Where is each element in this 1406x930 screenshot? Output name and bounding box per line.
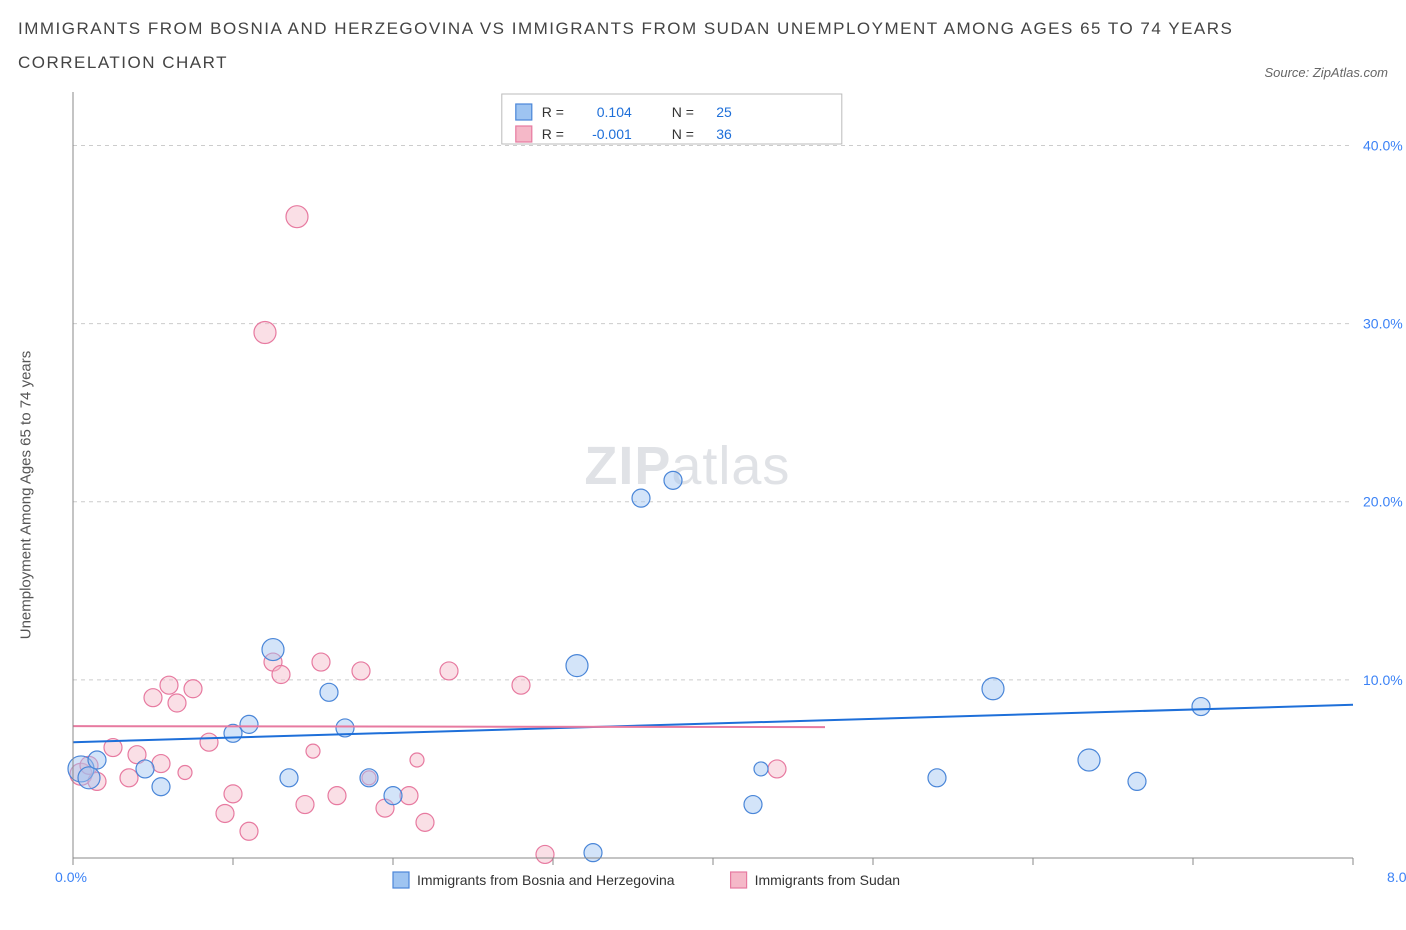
y-tick-label: 40.0%	[1363, 137, 1403, 153]
x-tick-label: 0.0%	[55, 869, 87, 885]
data-point	[152, 755, 170, 773]
data-point	[272, 666, 290, 684]
data-point	[416, 813, 434, 831]
data-point	[744, 796, 762, 814]
legend-n-label: N =	[672, 126, 694, 142]
data-point	[352, 662, 370, 680]
data-point	[632, 489, 650, 507]
legend-n-value: 36	[716, 126, 732, 142]
legend-swatch	[516, 126, 532, 142]
y-tick-label: 10.0%	[1363, 672, 1403, 688]
data-point	[1128, 772, 1146, 790]
legend-swatch	[516, 104, 532, 120]
data-point	[982, 678, 1004, 700]
watermark: ZIPatlas	[584, 436, 790, 496]
title-line-2: CORRELATION CHART	[18, 53, 228, 72]
data-point	[754, 762, 768, 776]
legend-swatch	[731, 872, 747, 888]
y-tick-label: 20.0%	[1363, 494, 1403, 510]
data-point	[120, 769, 138, 787]
title-line-1: IMMIGRANTS FROM BOSNIA AND HERZEGOVINA V…	[18, 19, 1233, 38]
y-tick-label: 30.0%	[1363, 316, 1403, 332]
data-point	[1192, 698, 1210, 716]
data-point	[254, 321, 276, 343]
chart-title: IMMIGRANTS FROM BOSNIA AND HERZEGOVINA V…	[18, 12, 1233, 80]
data-point	[224, 785, 242, 803]
data-point	[320, 683, 338, 701]
chart-container: Unemployment Among Ages 65 to 74 years 1…	[18, 92, 1388, 898]
data-point	[400, 787, 418, 805]
data-point	[184, 680, 202, 698]
data-point	[410, 753, 424, 767]
data-point	[280, 769, 298, 787]
y-axis-title: Unemployment Among Ages 65 to 74 years	[18, 351, 35, 640]
data-point	[664, 471, 682, 489]
data-point	[328, 787, 346, 805]
data-point	[160, 676, 178, 694]
legend-r-label: R =	[542, 126, 564, 142]
trend-line	[73, 726, 825, 727]
data-point	[178, 765, 192, 779]
data-point	[306, 744, 320, 758]
data-point	[262, 639, 284, 661]
legend-swatch	[393, 872, 409, 888]
legend-n-label: N =	[672, 104, 694, 120]
data-point	[440, 662, 458, 680]
data-point	[768, 760, 786, 778]
legend-r-value: 0.104	[597, 104, 632, 120]
legend-series-label: Immigrants from Bosnia and Herzegovina	[417, 872, 675, 888]
data-point	[78, 767, 100, 789]
data-point	[168, 694, 186, 712]
data-point	[144, 689, 162, 707]
data-point	[312, 653, 330, 671]
x-tick-label: 8.0%	[1387, 869, 1406, 885]
data-point	[240, 715, 258, 733]
data-point	[512, 676, 530, 694]
correlation-scatter-chart: 10.0% 20.0% 30.0% 40.0% ZIPatlas 0.0% 8.0% R = 0…	[18, 92, 1406, 898]
data-point	[88, 751, 106, 769]
data-point	[536, 845, 554, 863]
data-point	[240, 822, 258, 840]
data-point	[216, 804, 234, 822]
data-point	[360, 769, 378, 787]
data-point	[566, 655, 588, 677]
data-point	[152, 778, 170, 796]
data-point	[384, 787, 402, 805]
trend-line	[73, 705, 1353, 742]
data-point	[584, 844, 602, 862]
data-point	[928, 769, 946, 787]
data-point	[200, 733, 218, 751]
data-point	[296, 796, 314, 814]
legend-r-label: R =	[542, 104, 564, 120]
legend-n-value: 25	[716, 104, 732, 120]
legend-series-label: Immigrants from Sudan	[755, 872, 901, 888]
legend-r-value: -0.001	[592, 126, 632, 142]
data-point	[286, 206, 308, 228]
data-point	[136, 760, 154, 778]
source-label: Source: ZipAtlas.com	[1264, 65, 1388, 80]
data-point	[1078, 749, 1100, 771]
